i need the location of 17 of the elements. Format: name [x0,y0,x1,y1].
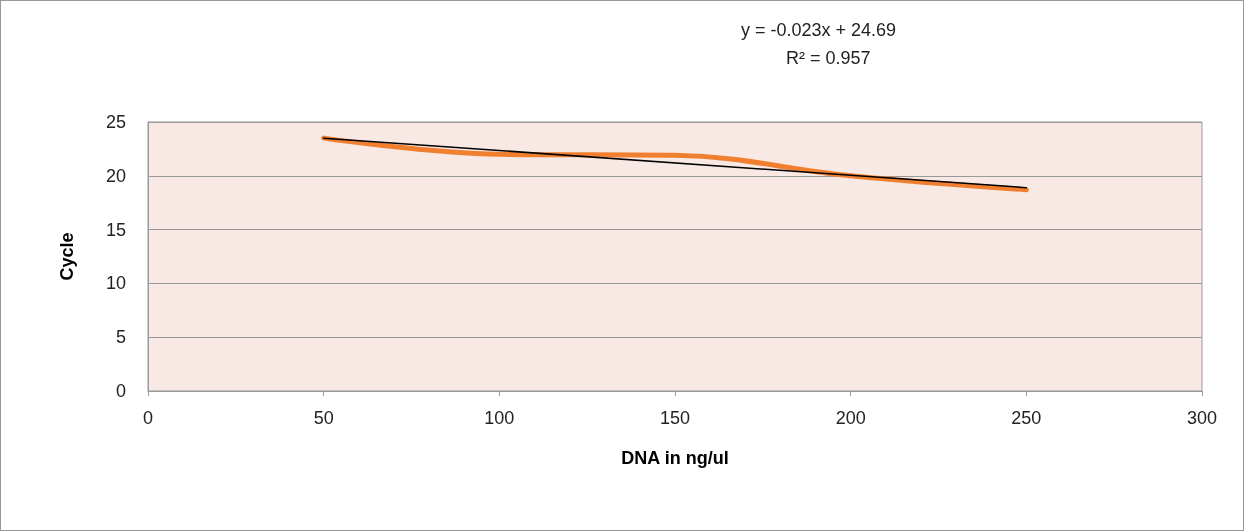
x-axis-title: DNA in ng/ul [621,448,729,468]
x-tick-label: 100 [484,408,515,428]
x-tick-label: 50 [313,408,334,428]
y-tick-label: 20 [105,165,126,186]
y-tick-label: 0 [115,381,126,401]
text: y = -0.023x + 24.69 [741,20,897,40]
y-tick-label: 15 [105,219,126,240]
y-tick-label: 5 [115,327,126,348]
x-tick-label: 250 [1011,408,1042,428]
y-tick-label: 10 [105,273,126,294]
x-tick-label: 150 [659,408,691,428]
y-axis-title: Cycle [57,232,77,281]
x-tick-label: 200 [835,408,866,428]
y-tick-label: 25 [105,112,126,132]
x-tick-label: 0 [142,408,154,428]
text: R² = 0.957 [786,48,871,68]
x-tick-label: 300 [1186,408,1218,428]
